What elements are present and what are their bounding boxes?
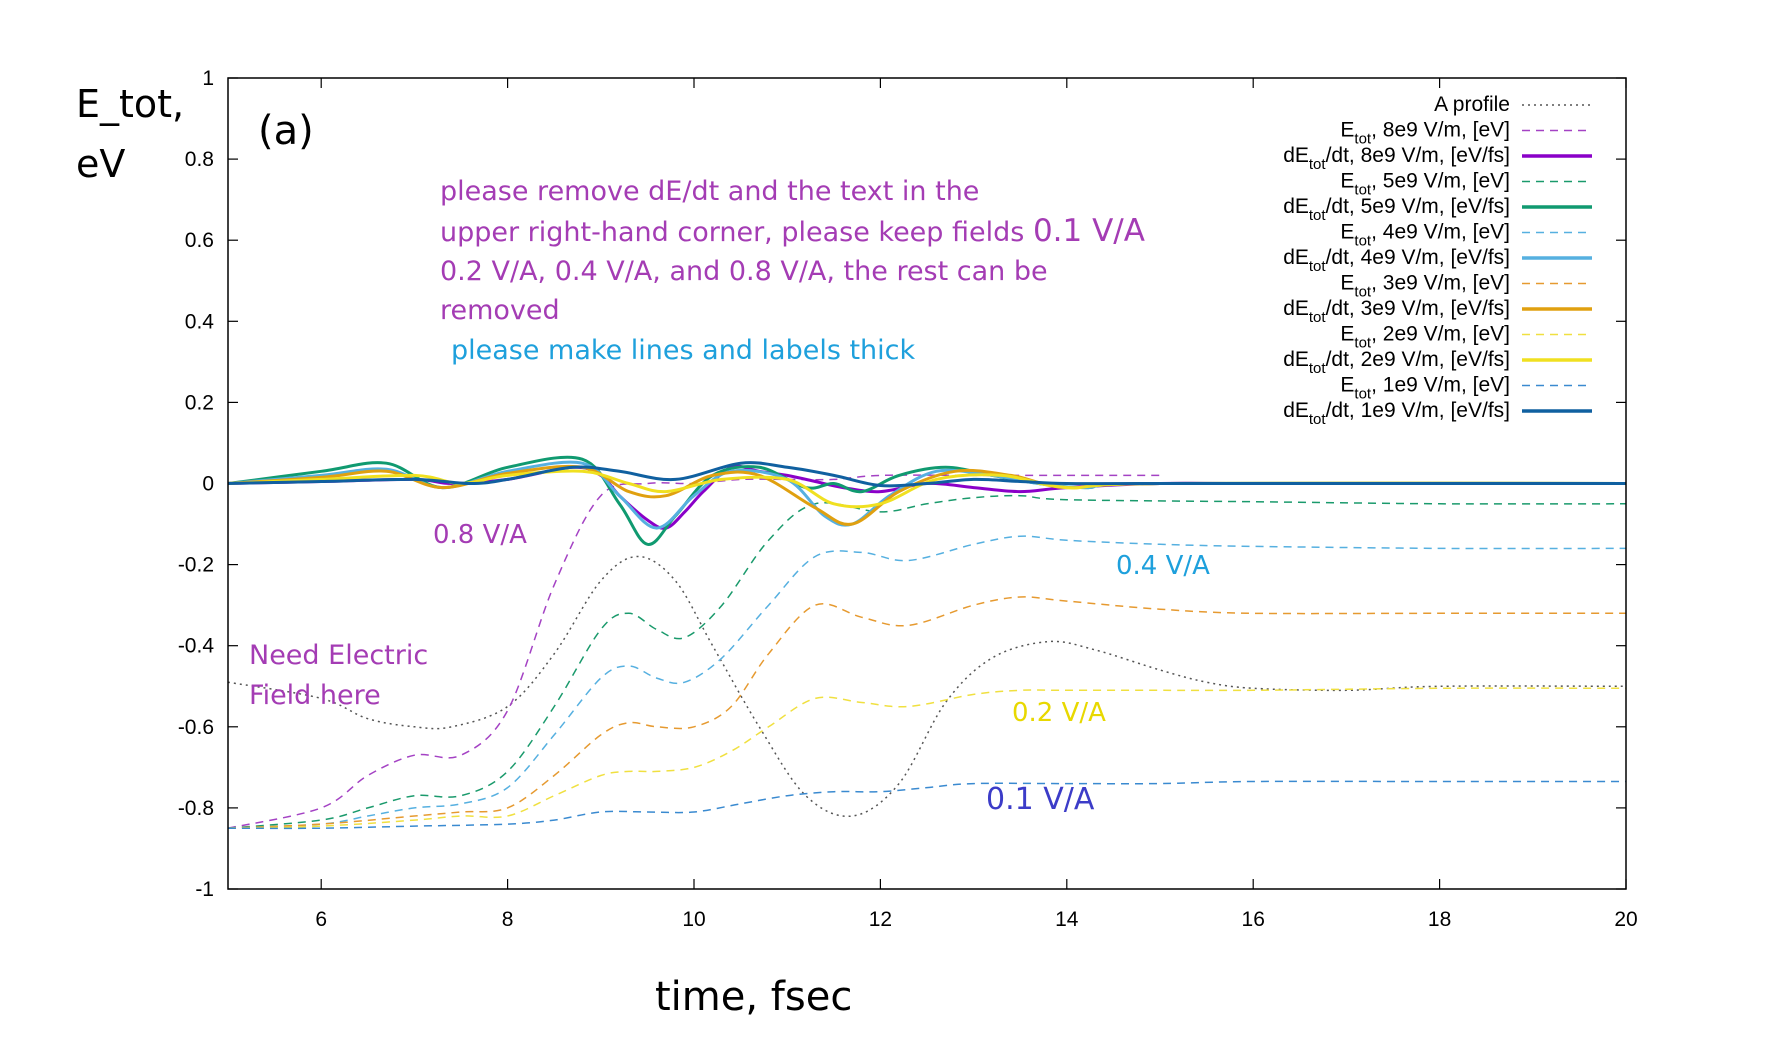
- x-tick-label-4: 14: [1055, 908, 1079, 931]
- series-line-2: [227, 494, 1627, 829]
- series-label-0.4: 0.4 V/A: [1116, 551, 1210, 581]
- series-line-4: [227, 596, 1626, 829]
- series-line-6: [227, 780, 1626, 830]
- y-tick-label-5: 0: [202, 473, 214, 496]
- legend-label-3: Etot, 5e9 V/m, [eV]: [1340, 170, 1510, 199]
- x-tick-label-5: 16: [1242, 908, 1265, 931]
- need-field-line-2: Field here: [249, 680, 381, 711]
- y-tick-label-10: 1: [202, 67, 214, 90]
- series-label-0.1: 0.1 V/A: [986, 782, 1095, 817]
- legend-label-5: Etot, 4e9 V/m, [eV]: [1340, 221, 1510, 250]
- y-tick-label-4: -0.2: [178, 554, 214, 577]
- x-tick-label-0: 6: [315, 908, 327, 931]
- legend-label-12: dEtot/dt, 1e9 V/m, [eV/fs]: [1283, 399, 1510, 428]
- x-tick-label-3: 12: [869, 908, 892, 931]
- instruction-line-2b: 0.1 V/A: [1032, 213, 1145, 249]
- legend-label-2: dEtot/dt, 8e9 V/m, [eV/fs]: [1283, 144, 1510, 173]
- x-tick-label-7: 20: [1614, 908, 1637, 931]
- legend-label-7: Etot, 3e9 V/m, [eV]: [1340, 272, 1510, 301]
- series-line-1: [227, 474, 1160, 829]
- legend-label-1: Etot, 8e9 V/m, [eV]: [1340, 119, 1510, 148]
- y-tick-label-8: 0.6: [185, 229, 214, 252]
- legend-label-6: dEtot/dt, 4e9 V/m, [eV/fs]: [1283, 246, 1510, 275]
- y-tick-label-0: -1: [195, 878, 214, 901]
- series-line-12: [227, 461, 1626, 488]
- series-line-3: [227, 535, 1627, 829]
- instruction-line-2: upper right-hand corner, please keep fie…: [440, 212, 1145, 252]
- legend-label-8: dEtot/dt, 3e9 V/m, [eV/fs]: [1283, 297, 1510, 326]
- series-line-5: [227, 687, 1627, 829]
- legend-label-11: Etot, 1e9 V/m, [eV]: [1340, 374, 1510, 403]
- y-tick-label-1: -0.8: [178, 797, 214, 820]
- legend-label-9: Etot, 2e9 V/m, [eV]: [1340, 323, 1510, 352]
- series-label-0.2: 0.2 V/A: [1012, 698, 1106, 728]
- legend-label-4: dEtot/dt, 5e9 V/m, [eV/fs]: [1283, 195, 1510, 224]
- y-tick-label-3: -0.4: [178, 635, 215, 658]
- legend-label-10: dEtot/dt, 2e9 V/m, [eV/fs]: [1283, 348, 1510, 377]
- need-field-line-1: Need Electric: [249, 640, 429, 671]
- tick-labels: 6 8 10 12 14 16 18 20 -1 -0.8 -0.6 -0.4 -0.2 0 0.2 0.4 0…: [178, 67, 1638, 931]
- series-line-9: [227, 460, 1627, 530]
- instruction-line-5: please make lines and labels thick: [451, 335, 916, 366]
- y-axis-label-line1: E_tot,: [76, 82, 185, 126]
- y-tick-label-7: 0.4: [185, 310, 215, 333]
- series-label-0.8: 0.8 V/A: [433, 520, 527, 550]
- series-line-0: [227, 555, 1627, 818]
- legend-label-0: A profile: [1434, 93, 1510, 116]
- instruction-line-4: removed: [440, 295, 560, 326]
- series-line-11: [227, 469, 1627, 509]
- x-tick-label-2: 10: [682, 908, 705, 931]
- x-tick-label-6: 18: [1428, 908, 1451, 931]
- panel-label: (a): [258, 108, 314, 154]
- instruction-line-1: please remove dE/dt and the text in the: [440, 176, 980, 207]
- instruction-line-3: 0.2 V/A, 0.4 V/A, and 0.8 V/A, the rest …: [440, 256, 1048, 287]
- y-tick-label-9: 0.8: [185, 148, 214, 171]
- x-tick-label-1: 8: [502, 908, 514, 931]
- y-tick-label-2: -0.6: [178, 716, 214, 739]
- y-axis-label-line2: eV: [76, 142, 126, 186]
- series-layer: [227, 455, 1627, 830]
- legend: A profile Etot, 8e9 V/m, [eV]dEtot/dt, 8e…: [1283, 93, 1592, 428]
- instruction-line-2a: upper right-hand corner, please keep fie…: [440, 217, 1025, 248]
- y-tick-label-6: 0.2: [185, 391, 214, 414]
- plot-frame: [227, 77, 1627, 890]
- x-axis-label: time, fsec: [655, 974, 853, 1020]
